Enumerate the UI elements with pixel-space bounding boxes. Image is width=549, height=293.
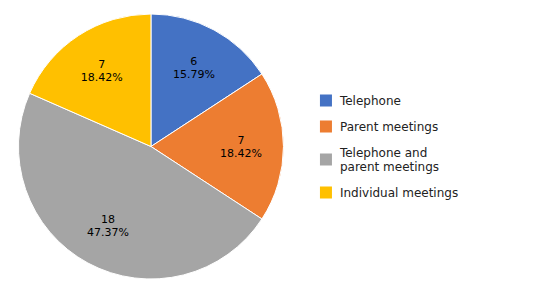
legend-swatch <box>320 95 332 107</box>
text-line: Telephone <box>339 94 401 108</box>
text-line: 18.42% <box>220 147 262 160</box>
data-label: 718.42% <box>81 58 123 84</box>
legend-swatch <box>320 154 332 166</box>
legend-label: Telephone andparent meetings <box>339 146 439 174</box>
legend-item: Individual meetings <box>320 186 458 200</box>
chart: 615.79%718.42%1847.37%718.42%TelephonePa… <box>0 0 549 293</box>
legend-item: Parent meetings <box>320 120 438 134</box>
text-line: 15.79% <box>173 68 215 81</box>
legend-item: Telephone andparent meetings <box>320 146 439 174</box>
text-line: 18 <box>101 213 115 226</box>
text-line: Telephone and <box>339 146 427 160</box>
text-line: Parent meetings <box>340 120 438 134</box>
legend-label: Individual meetings <box>340 186 458 200</box>
text-line: parent meetings <box>340 160 439 174</box>
data-label: 1847.37% <box>87 213 129 239</box>
legend-swatch <box>320 187 332 199</box>
data-label: 615.79% <box>173 55 215 81</box>
legend-label: Parent meetings <box>340 120 438 134</box>
text-line: 47.37% <box>87 226 129 239</box>
text-line: Individual meetings <box>340 186 458 200</box>
text-line: 7 <box>238 134 245 147</box>
pie: 615.79%718.42%1847.37%718.42% <box>18 14 283 279</box>
legend: Telephone Parent meetings Telephone andpar… <box>320 94 458 200</box>
legend-swatch <box>320 121 332 133</box>
text-line: 6 <box>190 55 197 68</box>
text-line: 18.42% <box>81 71 123 84</box>
legend-label: Telephone <box>339 94 401 108</box>
text-line: 7 <box>98 58 105 71</box>
legend-item: Telephone <box>320 94 401 108</box>
data-label: 718.42% <box>220 134 262 160</box>
pie-slice <box>30 14 151 147</box>
